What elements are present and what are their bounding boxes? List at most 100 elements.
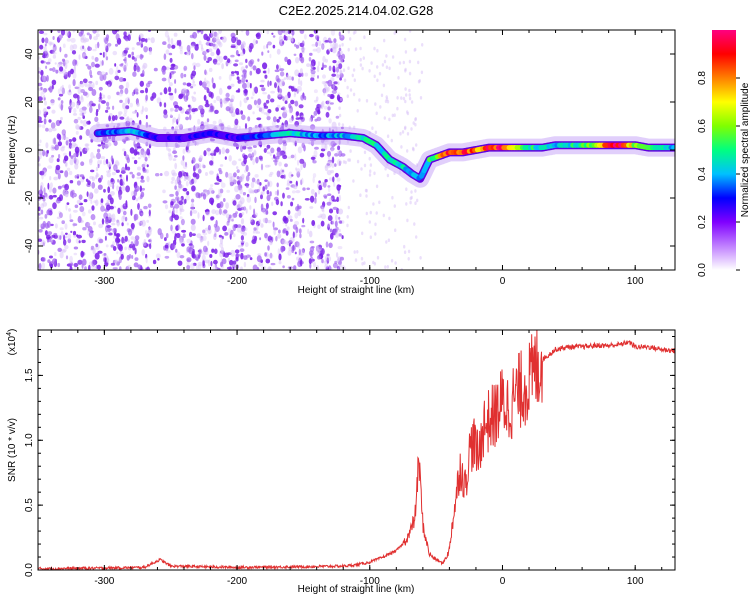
noise-speckle xyxy=(228,101,233,107)
noise-speckle xyxy=(267,80,270,87)
noise-speckle xyxy=(322,64,327,68)
noise-speckle xyxy=(249,205,252,210)
noise-speckle xyxy=(111,217,116,223)
noise-speckle xyxy=(278,260,282,265)
noise-speckle xyxy=(105,72,108,76)
noise-speckle xyxy=(67,70,71,78)
noise-speckle xyxy=(82,211,86,217)
noise-speckle xyxy=(124,216,128,222)
noise-speckle xyxy=(204,69,207,75)
spectrogram-x-axis-title: Height of straight line (km) xyxy=(298,285,415,296)
noise-speckle xyxy=(229,98,234,103)
noise-speckle xyxy=(386,173,390,178)
noise-speckle xyxy=(177,260,183,266)
noise-speckle xyxy=(206,147,211,152)
noise-speckle xyxy=(237,88,241,93)
noise-speckle xyxy=(122,102,126,110)
noise-speckle xyxy=(309,206,314,209)
noise-speckle xyxy=(87,222,91,227)
noise-speckle xyxy=(265,202,269,209)
noise-speckle xyxy=(88,209,92,214)
colorbar-tick-label: 0.2 xyxy=(697,215,708,229)
noise-speckle xyxy=(249,83,252,89)
noise-speckle xyxy=(351,73,354,78)
noise-speckle xyxy=(108,67,114,75)
noise-speckle xyxy=(408,96,412,101)
noise-speckle xyxy=(197,118,201,125)
noise-speckle xyxy=(104,52,107,57)
noise-speckle xyxy=(326,150,332,157)
noise-speckle xyxy=(178,171,183,178)
noise-speckle xyxy=(247,146,253,150)
noise-speckle xyxy=(40,69,44,76)
noise-speckle xyxy=(104,257,107,263)
noise-speckle xyxy=(403,37,407,42)
noise-speckle xyxy=(72,157,77,161)
noise-speckle xyxy=(330,169,334,174)
noise-speckle xyxy=(185,194,190,201)
noise-speckle xyxy=(137,221,143,225)
noise-speckle xyxy=(318,180,321,184)
noise-speckle xyxy=(94,43,98,49)
noise-speckle xyxy=(263,112,268,115)
noise-speckle xyxy=(205,99,209,105)
noise-speckle xyxy=(244,123,248,130)
noise-speckle xyxy=(72,44,78,50)
noise-speckle xyxy=(145,38,148,43)
noise-speckle xyxy=(230,54,235,58)
noise-speckle xyxy=(257,58,260,62)
noise-speckle xyxy=(203,54,207,61)
noise-speckle xyxy=(123,210,127,216)
noise-speckle xyxy=(256,117,262,121)
noise-speckle xyxy=(202,235,207,241)
noise-speckle xyxy=(72,230,77,236)
noise-speckle xyxy=(194,108,198,112)
noise-speckle xyxy=(50,144,55,151)
noise-speckle xyxy=(107,43,112,47)
noise-speckle xyxy=(375,111,378,116)
noise-speckle xyxy=(271,157,274,160)
noise-speckle xyxy=(313,99,318,103)
noise-speckle xyxy=(164,170,170,177)
noise-speckle xyxy=(338,122,341,126)
noise-speckle xyxy=(219,242,224,248)
noise-speckle xyxy=(53,137,57,145)
noise-speckle xyxy=(420,70,424,75)
noise-speckle xyxy=(220,261,224,268)
noise-speckle xyxy=(68,84,71,90)
noise-speckle xyxy=(231,160,237,166)
noise-speckle xyxy=(240,110,244,115)
noise-speckle xyxy=(41,257,46,262)
noise-speckle xyxy=(70,230,73,234)
noise-speckle xyxy=(235,211,238,215)
noise-speckle xyxy=(337,267,340,270)
noise-speckle xyxy=(107,180,111,186)
noise-speckle xyxy=(168,82,173,87)
noise-speckle xyxy=(91,176,95,182)
noise-speckle xyxy=(288,246,293,252)
noise-speckle xyxy=(323,81,327,87)
noise-speckle xyxy=(247,116,251,122)
noise-speckle xyxy=(227,85,232,90)
noise-speckle xyxy=(214,109,219,114)
noise-speckle xyxy=(72,79,76,87)
noise-speckle xyxy=(74,59,78,65)
noise-speckle xyxy=(236,76,240,80)
noise-speckle xyxy=(140,212,144,216)
noise-speckle xyxy=(65,30,70,37)
noise-speckle xyxy=(137,202,140,210)
noise-speckle xyxy=(314,146,319,150)
noise-speckle xyxy=(82,258,87,266)
noise-speckle xyxy=(312,176,315,184)
noise-speckle xyxy=(269,191,272,197)
noise-speckle xyxy=(391,113,394,118)
noise-speckle xyxy=(228,74,232,81)
noise-speckle xyxy=(291,245,296,252)
noise-speckle xyxy=(50,100,55,106)
noise-speckle xyxy=(240,266,243,270)
noise-speckle xyxy=(338,63,343,70)
noise-speckle xyxy=(393,113,396,117)
noise-speckle xyxy=(240,235,244,241)
noise-speckle xyxy=(72,71,77,79)
noise-speckle xyxy=(315,34,320,41)
